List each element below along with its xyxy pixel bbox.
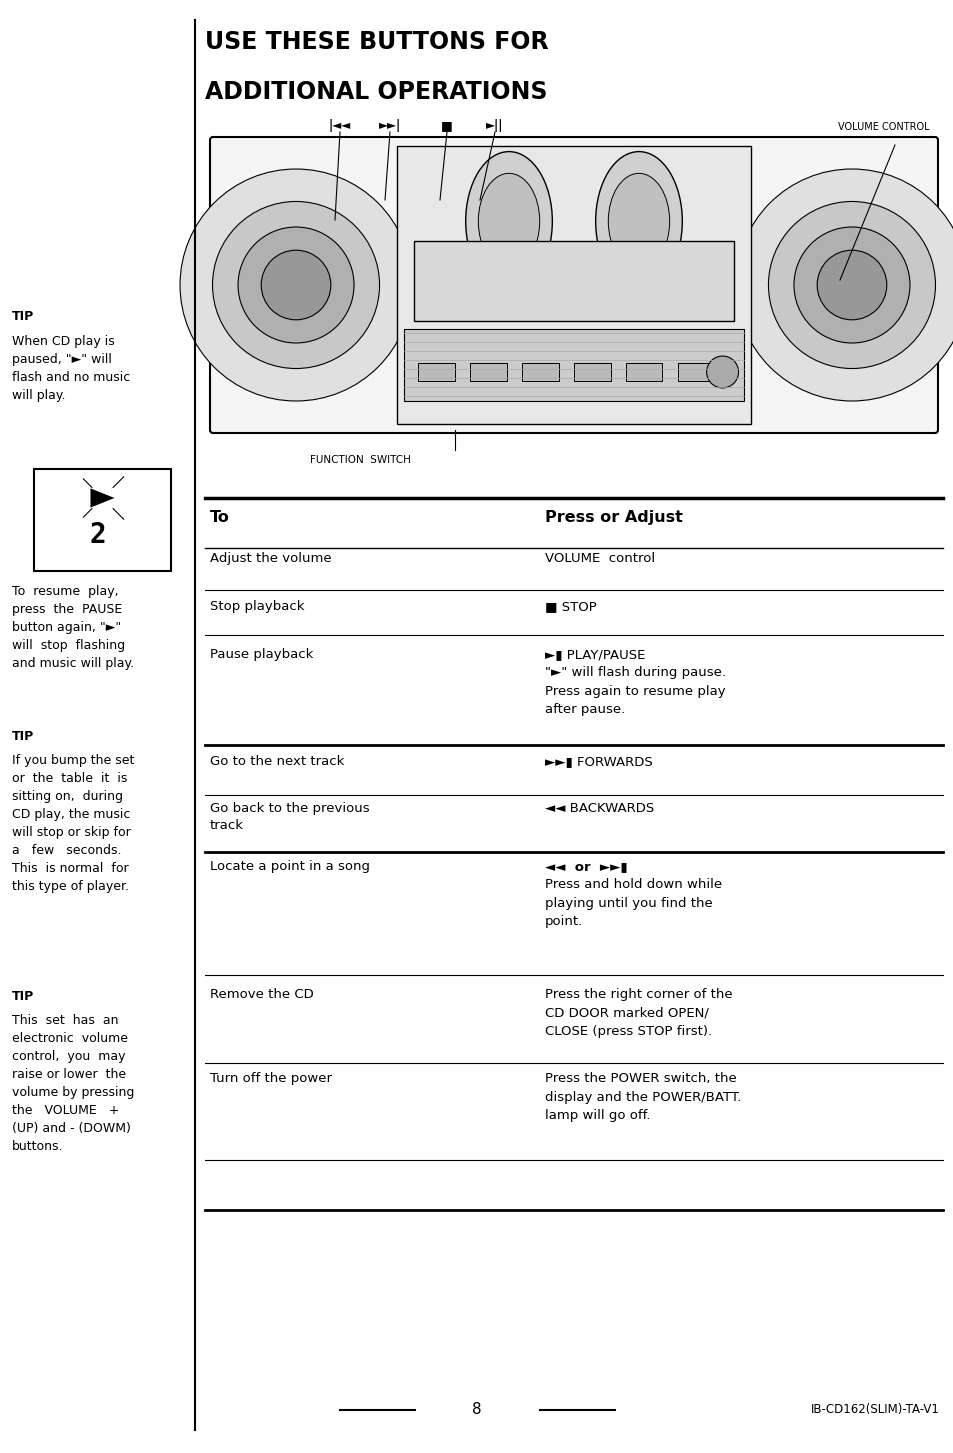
Text: ►||: ►|| <box>486 119 503 132</box>
Text: "►" will flash during pause.: "►" will flash during pause. <box>544 667 725 680</box>
Ellipse shape <box>477 173 539 269</box>
Polygon shape <box>91 488 114 507</box>
Circle shape <box>817 250 886 320</box>
FancyBboxPatch shape <box>625 363 661 381</box>
FancyBboxPatch shape <box>677 363 714 381</box>
Text: playing until you find the: playing until you find the <box>544 897 712 910</box>
Circle shape <box>793 227 909 343</box>
Text: Turn off the power: Turn off the power <box>210 1072 332 1085</box>
Text: TIP: TIP <box>12 309 34 323</box>
Text: point.: point. <box>544 915 582 928</box>
Text: VOLUME CONTROL: VOLUME CONTROL <box>838 122 929 132</box>
FancyBboxPatch shape <box>470 363 506 381</box>
FancyBboxPatch shape <box>210 137 937 433</box>
Circle shape <box>238 227 354 343</box>
FancyBboxPatch shape <box>34 469 171 571</box>
Text: USE THESE BUTTONS FOR: USE THESE BUTTONS FOR <box>205 31 548 54</box>
Text: Stop playback: Stop playback <box>210 600 304 613</box>
Text: ■: ■ <box>440 119 453 132</box>
Circle shape <box>213 202 379 369</box>
Text: 8: 8 <box>472 1402 481 1418</box>
Circle shape <box>735 169 953 401</box>
FancyBboxPatch shape <box>573 363 610 381</box>
Text: VOLUME  control: VOLUME control <box>544 552 655 565</box>
Text: after pause.: after pause. <box>544 703 624 716</box>
Text: ►►▮ FORWARDS: ►►▮ FORWARDS <box>544 756 652 769</box>
Text: ◄◄  or  ►►▮: ◄◄ or ►►▮ <box>544 860 627 873</box>
FancyBboxPatch shape <box>417 363 455 381</box>
Text: Locate a point in a song: Locate a point in a song <box>210 860 370 873</box>
Text: If you bump the set
or  the  table  it  is
sitting on,  during
CD play, the musi: If you bump the set or the table it is s… <box>12 754 134 894</box>
Text: Go back to the previous
track: Go back to the previous track <box>210 802 369 833</box>
Text: ►▮ PLAY/PAUSE: ►▮ PLAY/PAUSE <box>544 648 644 661</box>
Circle shape <box>180 169 412 401</box>
Text: This  set  has  an
electronic  volume
control,  you  may
raise or lower  the
vol: This set has an electronic volume contro… <box>12 1014 134 1154</box>
Text: |◄◄: |◄◄ <box>329 119 351 132</box>
Text: Remove the CD: Remove the CD <box>210 988 314 1001</box>
Ellipse shape <box>465 151 552 291</box>
Text: ◄◄ BACKWARDS: ◄◄ BACKWARDS <box>544 802 654 815</box>
FancyBboxPatch shape <box>404 328 743 401</box>
Circle shape <box>261 250 331 320</box>
Text: Press or Adjust: Press or Adjust <box>544 510 682 525</box>
Text: CLOSE (press STOP first).: CLOSE (press STOP first). <box>544 1024 711 1037</box>
Circle shape <box>768 202 935 369</box>
Text: ■ STOP: ■ STOP <box>544 600 597 613</box>
Text: When CD play is
paused, "►" will
flash and no music
will play.: When CD play is paused, "►" will flash a… <box>12 336 131 402</box>
Text: FUNCTION  SWITCH: FUNCTION SWITCH <box>310 455 411 465</box>
Ellipse shape <box>595 151 681 291</box>
Text: Press and hold down while: Press and hold down while <box>544 879 721 892</box>
Text: Go to the next track: Go to the next track <box>210 756 344 769</box>
Text: Press again to resume play: Press again to resume play <box>544 684 725 697</box>
Text: TIP: TIP <box>12 729 34 742</box>
Text: TIP: TIP <box>12 989 34 1003</box>
Ellipse shape <box>608 173 669 269</box>
Text: 2: 2 <box>89 522 106 549</box>
FancyBboxPatch shape <box>396 145 750 424</box>
Text: Press the right corner of the: Press the right corner of the <box>544 988 732 1001</box>
Circle shape <box>706 356 738 388</box>
Text: To: To <box>210 510 230 525</box>
Text: lamp will go off.: lamp will go off. <box>544 1109 650 1122</box>
Text: Press the POWER switch, the: Press the POWER switch, the <box>544 1072 736 1085</box>
FancyBboxPatch shape <box>414 241 734 321</box>
Text: ►►|: ►►| <box>378 119 400 132</box>
Text: CD DOOR marked OPEN/: CD DOOR marked OPEN/ <box>544 1007 708 1020</box>
Text: Adjust the volume: Adjust the volume <box>210 552 332 565</box>
Text: IB-CD162(SLIM)-TA-V1: IB-CD162(SLIM)-TA-V1 <box>810 1404 939 1417</box>
Text: Pause playback: Pause playback <box>210 648 313 661</box>
Text: ADDITIONAL OPERATIONS: ADDITIONAL OPERATIONS <box>205 80 547 105</box>
Text: To  resume  play,
press  the  PAUSE
button again, "►"
will  stop  flashing
and m: To resume play, press the PAUSE button a… <box>12 586 134 670</box>
FancyBboxPatch shape <box>521 363 558 381</box>
Text: display and the POWER/BATT.: display and the POWER/BATT. <box>544 1091 740 1103</box>
